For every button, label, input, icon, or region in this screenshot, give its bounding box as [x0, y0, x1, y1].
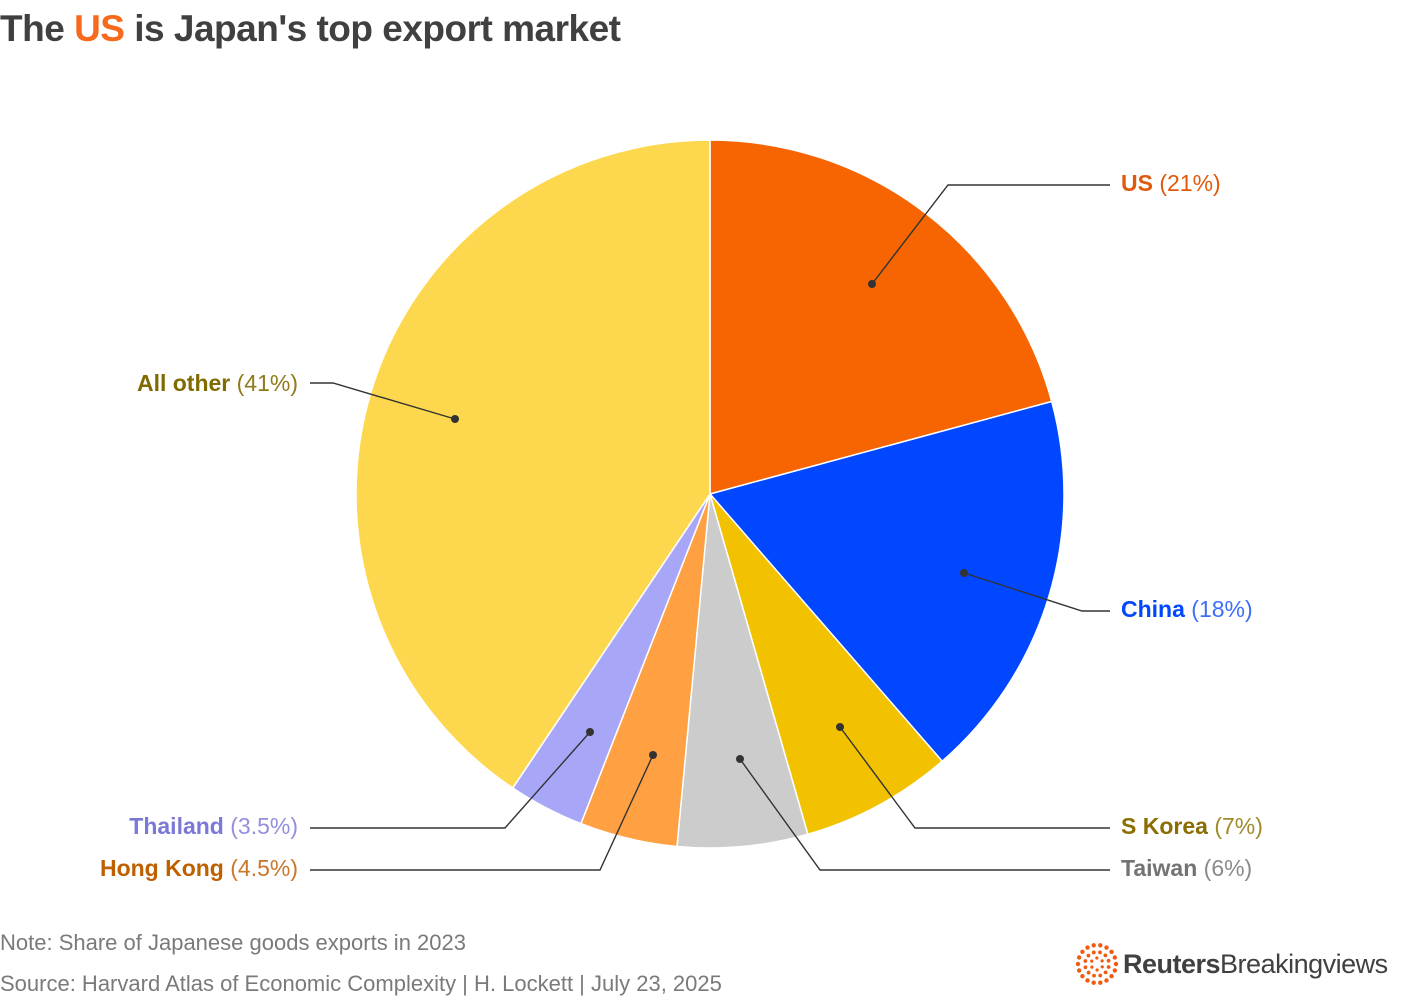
logo-dot: [1091, 943, 1096, 948]
logo-dot: [1106, 958, 1111, 963]
slice-label-value: (41%): [230, 370, 298, 396]
slice-label-name: Hong Kong: [100, 855, 224, 881]
chart-title: The US is Japan's top export market: [0, 8, 621, 50]
reuters-breakingviews-logo: ReutersBreakingviews: [1075, 942, 1388, 986]
logo-dot: [1076, 968, 1082, 973]
chart-note: Note: Share of Japanese goods exports in…: [0, 930, 466, 955]
logo-brand: Reuters: [1123, 948, 1221, 979]
pie-slice-china: [709, 400, 1065, 762]
logo-dot: [1080, 974, 1085, 979]
leader-line-hong-kong: [310, 754, 654, 871]
logo-dot: [1104, 945, 1109, 950]
logo-dot: [1098, 980, 1103, 985]
logo-dot: [1080, 949, 1085, 954]
title-highlight: US: [74, 8, 125, 49]
slice-label-value: (18%): [1185, 596, 1253, 622]
logo-dot: [1109, 949, 1114, 954]
logo-dot: [1109, 974, 1114, 979]
leader-dot-thailand: [586, 728, 594, 736]
leader-line-s-korea: [839, 726, 1110, 829]
slice-label-value: (7%): [1208, 813, 1263, 839]
chart-source: Source: Harvard Atlas of Economic Comple…: [0, 971, 722, 996]
leader-line-china: [963, 572, 1110, 612]
slice-label-name: China: [1121, 596, 1185, 622]
logo-dot: [1086, 970, 1091, 975]
logo-dot: [1112, 968, 1118, 973]
title-prefix: The: [0, 8, 75, 49]
logo-dot: [1090, 959, 1094, 963]
slice-label-taiwan: Taiwan (6%): [1121, 855, 1252, 881]
leader-dot-hong-kong: [649, 751, 657, 759]
leader-lines: [310, 184, 1110, 871]
logo-dot: [1095, 968, 1099, 972]
logo-dot: [1098, 943, 1103, 948]
leader-line-us: [871, 184, 1110, 285]
leader-line-thailand: [310, 731, 591, 829]
logo-dot: [1113, 961, 1119, 967]
slice-label-name: Thailand: [129, 813, 224, 839]
logo-dot: [1090, 965, 1094, 969]
slice-label-name: Taiwan: [1121, 855, 1197, 881]
leader-dot-s-korea: [836, 723, 844, 731]
logo-dot: [1103, 953, 1108, 958]
logo-dot: [1100, 965, 1104, 969]
slice-label-s-korea: S Korea (7%): [1121, 813, 1263, 839]
logo-dot: [1091, 950, 1096, 955]
logo-dot: [1098, 973, 1103, 978]
leader-dot-all-other: [451, 415, 459, 423]
slice-label-china: China (18%): [1121, 596, 1253, 622]
pie-slice-taiwan: [676, 493, 809, 849]
slice-labels: US (21%) China (18%) S Korea (7%) Taiwan (6…: [100, 170, 1263, 881]
slice-label-us: US (21%): [1121, 170, 1221, 196]
logo-dot: [1092, 973, 1096, 978]
logo-dot: [1085, 978, 1090, 983]
slice-label-all-other: All other (41%): [137, 370, 298, 396]
pie-slice-us: [709, 139, 1053, 495]
leader-dot-china: [960, 569, 968, 577]
pie-slice-all-other: [355, 139, 711, 789]
leader-line-all-other: [310, 382, 456, 420]
logo-dot: [1100, 959, 1104, 963]
title-suffix: is Japan's top export market: [124, 8, 621, 49]
slice-label-value: (6%): [1197, 855, 1252, 881]
pie-slices: [355, 139, 1065, 849]
logo-dot: [1106, 965, 1111, 969]
logo-product: Breakingviews: [1220, 948, 1388, 979]
leader-dot-us: [868, 280, 876, 288]
pie-slice-s-korea: [709, 493, 943, 835]
logo-dot: [1095, 956, 1099, 960]
slice-label-value: (21%): [1153, 170, 1221, 196]
logo-dot: [1075, 961, 1081, 967]
logo-dot: [1098, 950, 1102, 955]
logo-dot: [1076, 955, 1082, 960]
logo-dot: [1086, 953, 1091, 958]
logo-dot: [1085, 945, 1090, 950]
slice-label-value: (3.5%): [224, 813, 298, 839]
slice-label-value: (4.5%): [224, 855, 298, 881]
leader-line-taiwan: [739, 758, 1110, 871]
logo-dot: [1091, 980, 1096, 985]
logo-dot: [1083, 965, 1088, 970]
slice-label-name: S Korea: [1121, 813, 1208, 839]
logo-dot: [1112, 955, 1118, 960]
slice-label-hong-kong: Hong Kong (4.5%): [100, 855, 298, 881]
logo-dot: [1083, 959, 1088, 963]
logo-dot: [1104, 978, 1109, 983]
logo-dot: [1103, 970, 1108, 975]
slice-label-name: US: [1121, 170, 1153, 196]
slice-label-name: All other: [137, 370, 230, 396]
slice-label-thailand: Thailand (3.5%): [129, 813, 298, 839]
reuters-dots-icon: [1075, 943, 1119, 985]
leader-dot-taiwan: [736, 755, 744, 763]
logo-wordmark: ReutersBreakingviews: [1123, 949, 1388, 980]
